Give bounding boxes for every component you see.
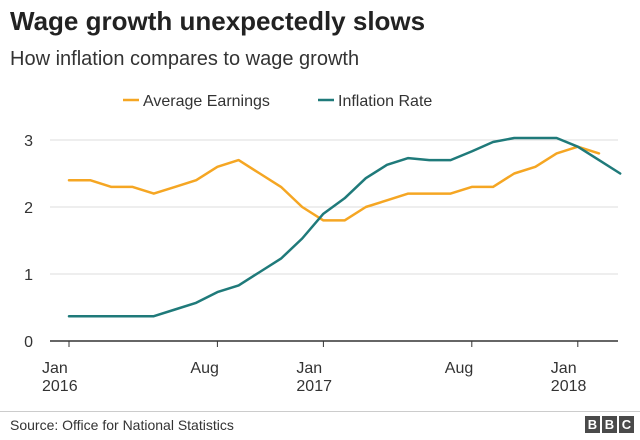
bbc-logo-letter: C (619, 416, 634, 433)
line-chart: Average Earnings Inflation Rate 0 1 2 3 Jan… (24, 93, 622, 395)
x-tick-label: Aug (445, 360, 473, 377)
series-line-inflation-rate (67, 136, 622, 318)
legend-label-inflation-rate: Inflation Rate (338, 93, 432, 110)
y-tick-label: 2 (24, 200, 33, 217)
legend: Average Earnings Inflation Rate (123, 93, 432, 110)
bbc-logo-letter: B (585, 416, 600, 433)
x-tick-label: Jan (296, 360, 322, 377)
bbc-logo-letter: B (602, 416, 617, 433)
series-line-average-earnings (67, 145, 601, 222)
x-tick-label: Aug (190, 360, 218, 377)
series-layer (67, 136, 622, 318)
y-tick-label: 0 (24, 334, 33, 351)
y-axis: 0 1 2 3 (24, 133, 33, 351)
x-tick-year-label: 2016 (42, 378, 78, 395)
bbc-logo: B B C (585, 416, 634, 433)
legend-label-average-earnings: Average Earnings (143, 93, 270, 110)
x-tick-year-label: 2017 (296, 378, 332, 395)
x-tick-year-label: 2018 (551, 378, 587, 395)
x-tick-label: Jan (42, 360, 68, 377)
y-tick-label: 1 (24, 267, 33, 284)
chart-title: Wage growth unexpectedly slows (10, 6, 426, 36)
source-note: Source: Office for National Statistics (10, 417, 234, 433)
gridlines (50, 139, 618, 342)
x-tick-label: Jan (551, 360, 577, 377)
chart-subtitle: How inflation compares to wage growth (10, 48, 360, 70)
footer-divider (0, 411, 640, 412)
y-tick-label: 3 (24, 133, 33, 150)
